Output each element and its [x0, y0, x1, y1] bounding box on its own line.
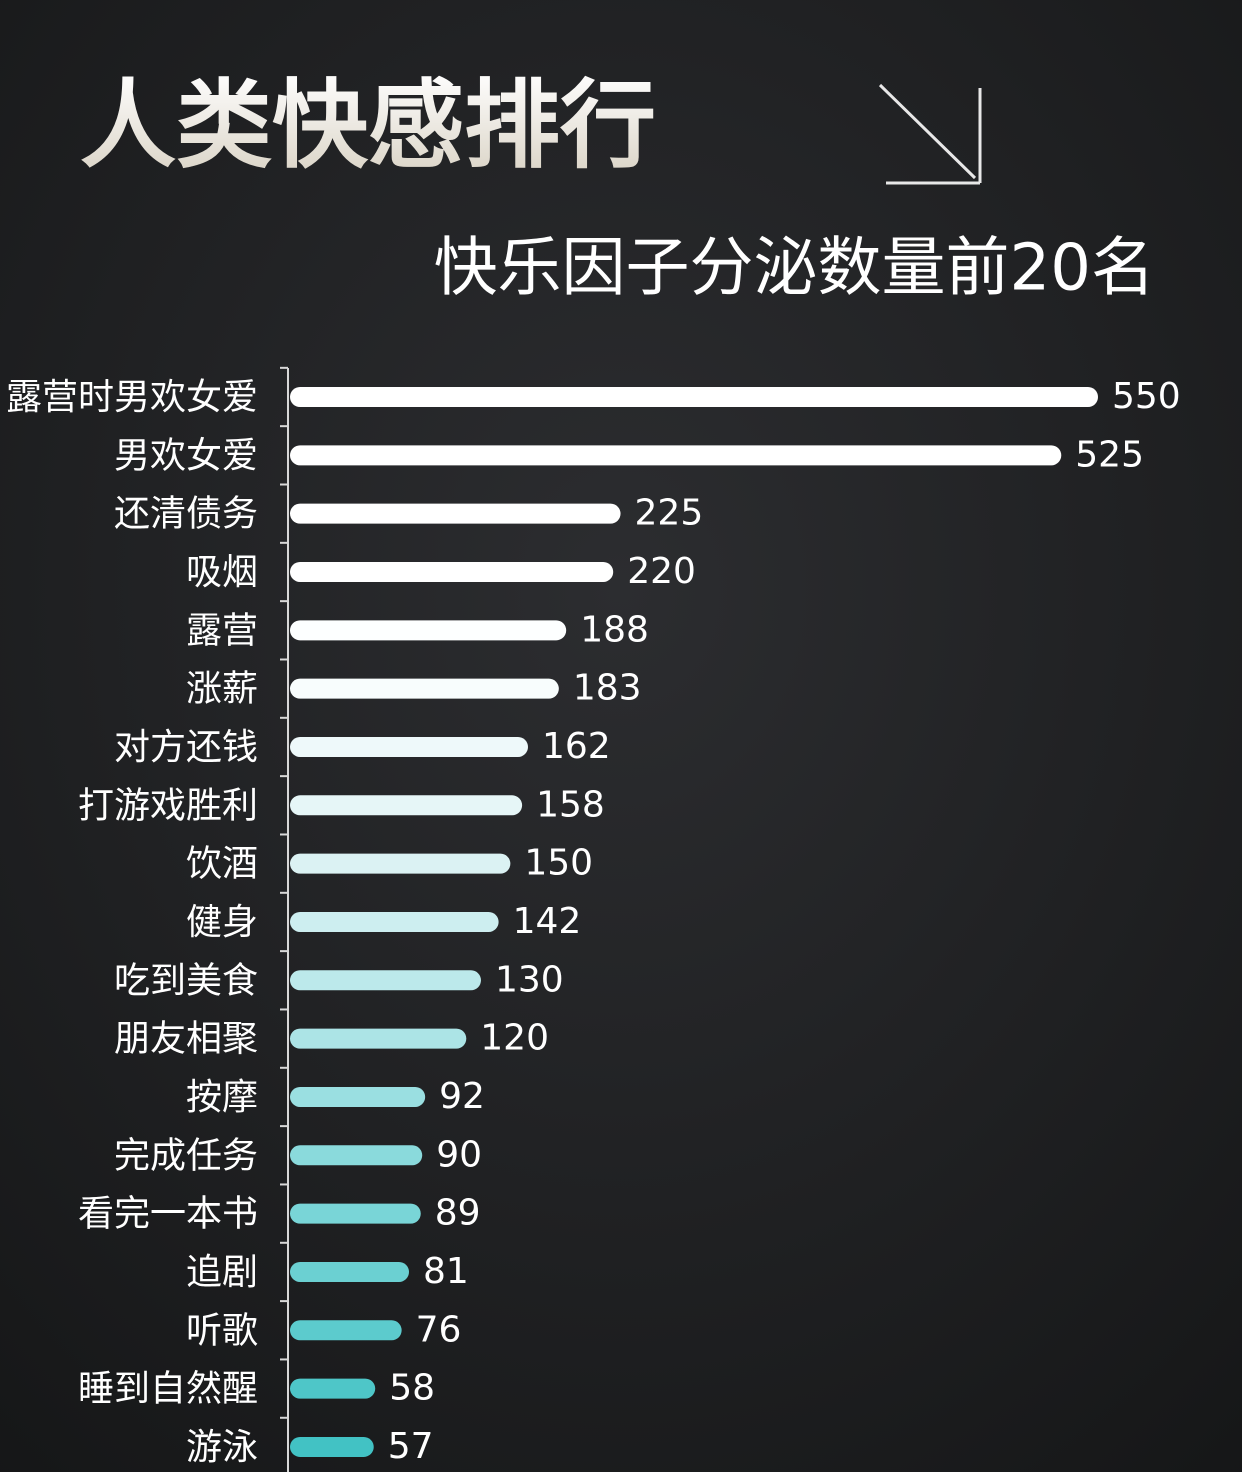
bar [290, 736, 528, 757]
category-label: 按摩 [186, 1077, 258, 1118]
category-label: 完成任务 [114, 1135, 258, 1176]
value-label: 89 [435, 1193, 481, 1234]
bar [290, 1261, 409, 1282]
value-label: 550 [1112, 376, 1181, 417]
value-label: 90 [436, 1134, 482, 1175]
value-label: 220 [627, 551, 696, 592]
value-label: 92 [439, 1076, 485, 1117]
value-label: 150 [524, 843, 593, 884]
value-label: 58 [389, 1368, 435, 1409]
value-label: 120 [480, 1018, 549, 1059]
category-label: 男欢女爱 [114, 435, 258, 476]
bar [290, 1028, 467, 1049]
bar [290, 1086, 426, 1107]
category-label: 露营 [186, 610, 258, 651]
bar [290, 1203, 421, 1224]
value-label: 81 [423, 1251, 469, 1292]
value-label: 525 [1075, 434, 1144, 475]
chart-subtitle: 快乐因子分泌数量前20名 [434, 232, 1155, 306]
category-label: 睡到自然醒 [78, 1369, 258, 1410]
value-label: 183 [573, 668, 642, 709]
category-label: 健身 [186, 902, 258, 943]
category-label: 吸烟 [186, 552, 258, 593]
bar [290, 853, 511, 874]
bar [290, 1320, 402, 1341]
category-label: 涨薪 [186, 669, 258, 710]
value-label: 158 [536, 784, 605, 825]
category-label: 吃到美食 [114, 960, 258, 1001]
value-label: 130 [495, 959, 564, 1000]
bar [290, 1436, 374, 1457]
value-label: 162 [542, 726, 611, 767]
category-label: 对方还钱 [114, 727, 258, 768]
value-label: 76 [416, 1309, 462, 1350]
bar [290, 970, 481, 991]
category-label: 还清债务 [114, 494, 258, 535]
category-label: 追剧 [186, 1252, 258, 1293]
bar [290, 445, 1062, 466]
category-label: 朋友相聚 [114, 1019, 258, 1060]
category-label: 饮酒 [186, 844, 258, 885]
bar [290, 387, 1098, 407]
bar [290, 678, 559, 699]
arrow-icon [878, 83, 982, 185]
value-label: 188 [580, 609, 649, 650]
category-label: 露营时男欢女爱 [6, 377, 258, 418]
value-label: 142 [513, 901, 582, 942]
bar [290, 561, 614, 582]
bar [290, 911, 499, 932]
value-label: 57 [388, 1426, 434, 1467]
category-label: 听歌 [186, 1310, 258, 1351]
bar [290, 1378, 376, 1399]
bar [290, 503, 621, 524]
bar [290, 795, 523, 816]
value-label: 225 [635, 493, 704, 534]
chart-title: 人类快感排行 [80, 69, 656, 181]
category-label: 看完一本书 [78, 1194, 258, 1235]
bar [290, 1145, 423, 1166]
category-label: 游泳 [186, 1427, 258, 1468]
bar [290, 620, 567, 641]
category-label: 打游戏胜利 [78, 785, 258, 826]
